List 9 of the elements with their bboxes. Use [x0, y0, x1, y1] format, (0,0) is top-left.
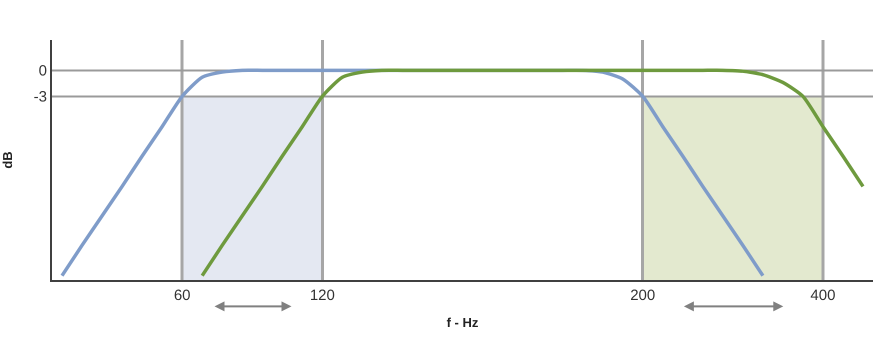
x-tick-label: 200	[630, 287, 656, 304]
x-axis-title: f - Hz	[446, 315, 479, 330]
line-series	[200, 68, 865, 278]
x-tick-label: 60	[174, 287, 191, 304]
y-axis-title: dB	[0, 151, 15, 169]
x-tick-label: 400	[810, 287, 836, 304]
y-tick-label: 0	[38, 62, 47, 80]
x-tick-label: 120	[310, 287, 335, 304]
y-tick-label: -3	[34, 88, 47, 106]
